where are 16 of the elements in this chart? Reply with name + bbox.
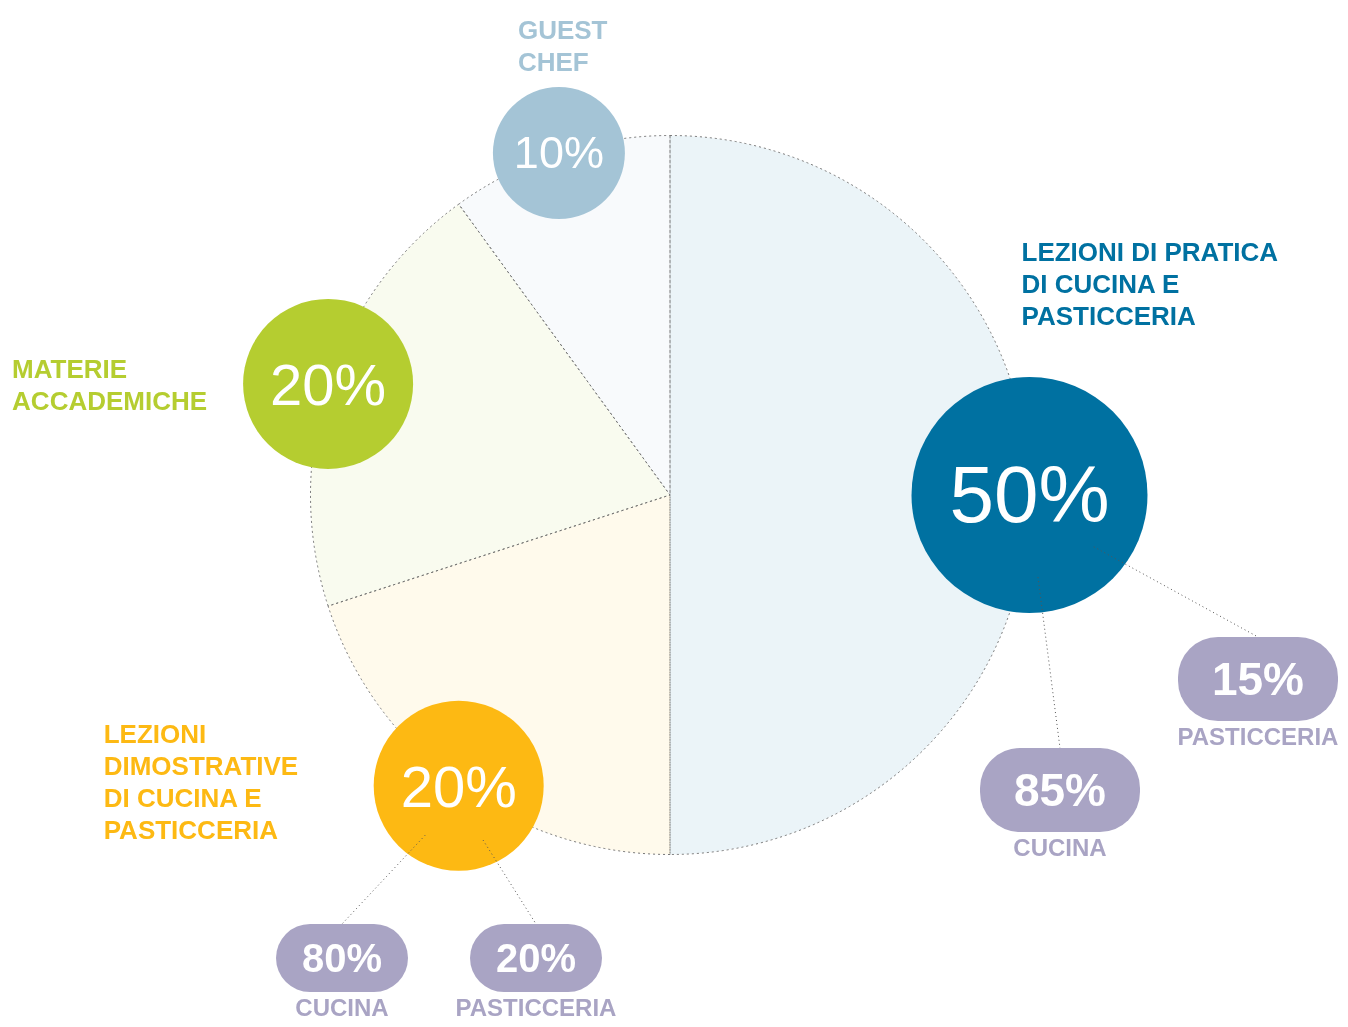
data-label: 10% — [513, 127, 604, 180]
category-label: CUCINA — [295, 994, 389, 1022]
data-label: 20% — [400, 752, 517, 820]
data-label: 20% — [270, 350, 387, 418]
data-label: 50% — [949, 449, 1110, 541]
data-label: 85% — [980, 748, 1140, 832]
data-label: 20% — [470, 924, 602, 992]
slice-label: LEZIONI DI PRATICA DI CUCINA E PASTICCERIA — [1021, 236, 1279, 332]
category-label: PASTICCERIA — [1177, 723, 1339, 751]
slice-label: GUEST CHEF — [517, 14, 609, 79]
data-label: 80% — [276, 924, 408, 992]
category-label: PASTICCERIA — [455, 994, 617, 1022]
slice-label: LEZIONI DIMOSTRATIVE DI CUCINA E PASTICCERIA — [103, 717, 300, 846]
category-label: CUCINA — [1013, 834, 1107, 862]
slice-label: MATERIE ACCADEMICHE — [12, 352, 209, 417]
data-label: 15% — [1178, 637, 1338, 721]
